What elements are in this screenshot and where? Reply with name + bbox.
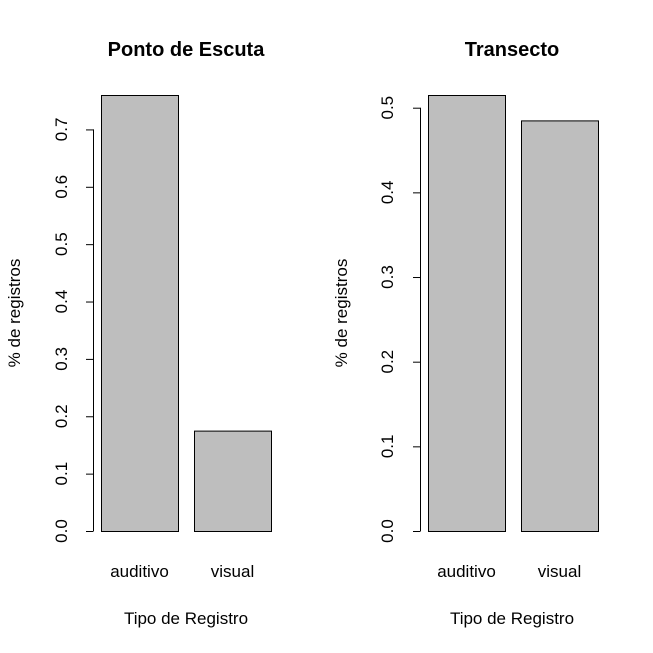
y-tick-label: 0.5 [378,96,397,120]
bar-visual [521,120,599,532]
y-tick-label: 0.6 [52,175,71,199]
y-tick-label: 0.3 [378,265,397,289]
y-tick-label: 0.7 [52,118,71,142]
y-tick-label: 0.1 [52,462,71,486]
y-tick-label: 0.5 [52,232,71,256]
bar-auditivo [428,95,506,532]
category-label: visual [538,562,581,581]
y-tick-label: 0.2 [52,404,71,428]
y-tick-label: 0.1 [378,435,397,459]
chart-panel-transecto: Transecto Tipo de Registro % de registro… [332,39,599,628]
y-axis-label: % de registros [332,259,351,368]
category-label: visual [211,562,254,581]
y-tick-label: 0.4 [378,181,397,205]
x-axis-label: Tipo de Registro [124,609,248,628]
category-label: auditivo [437,562,496,581]
chart-panel-ponto-de-escuta: Ponto de Escuta Tipo de Registro % de re… [5,39,272,628]
x-axis-label: Tipo de Registro [450,609,574,628]
chart-title: Transecto [465,39,559,61]
y-tick-label: 0.0 [52,519,71,543]
chart-title: Ponto de Escuta [108,39,266,61]
y-tick-label: 0.2 [378,350,397,374]
bar-visual [194,430,272,532]
y-tick-label: 0.3 [52,347,71,371]
bar-auditivo [101,95,179,532]
y-axis-label: % de registros [5,259,24,368]
y-tick-label: 0.4 [52,290,71,314]
y-tick-label: 0.0 [378,519,397,543]
category-label: auditivo [110,562,169,581]
